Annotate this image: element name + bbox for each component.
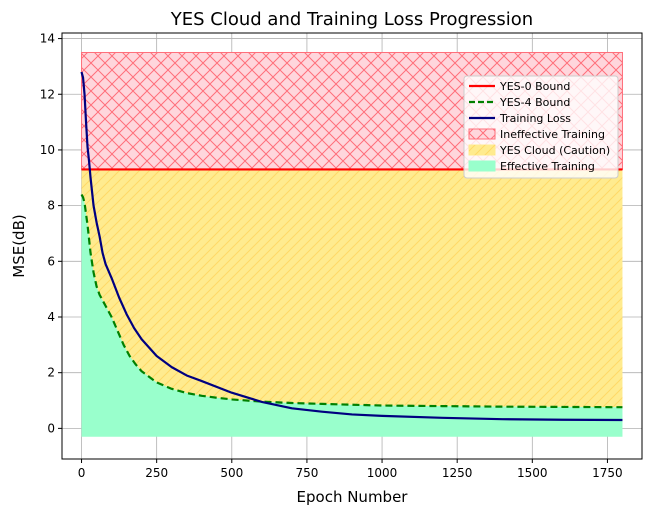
region-effective-training	[81, 194, 623, 437]
legend-label-training-loss: Training Loss	[499, 112, 571, 125]
legend-label-yes-cloud-caution: YES Cloud (Caution)	[499, 144, 610, 157]
legend-label-effective-training: Effective Training	[500, 160, 595, 173]
x-tick-label: 0	[78, 466, 86, 480]
series-yes4-bound	[80, 193, 623, 409]
x-tick-label: 500	[220, 466, 243, 480]
y-tick-label: 2	[47, 366, 55, 380]
region-yes-cloud-caution-hatch	[81, 169, 623, 408]
legend-swatch-hatch-yes-cloud-caution	[469, 145, 495, 155]
x-tick-label: 1500	[517, 466, 548, 480]
y-axis-label: MSE(dB)	[10, 214, 28, 277]
legend-label-yes-4-bound: YES-4 Bound	[499, 96, 570, 109]
legend-label-ineffective-training: Ineffective Training	[500, 128, 605, 141]
x-tick-label: 1750	[592, 466, 623, 480]
legend-label-yes-0-bound: YES-0 Bound	[499, 80, 570, 93]
y-tick-label: 0	[47, 421, 55, 435]
legend-box	[463, 75, 619, 179]
y-tick-label: 10	[40, 143, 55, 157]
x-axis-ticks: 0 250 500 750 1000 1250 1500 1750	[78, 459, 623, 480]
x-tick-label: 1000	[367, 466, 398, 480]
x-tick-label: 1250	[442, 466, 473, 480]
legend-swatch-hatch-ineffective-training	[469, 129, 495, 139]
y-axis-ticks: 0 2 4 6 8 10 12 14	[40, 32, 62, 435]
x-tick-label: 250	[145, 466, 168, 480]
x-tick-label: 750	[295, 466, 318, 480]
chart-title: YES Cloud and Training Loss Progression	[170, 9, 533, 30]
plot-frame	[61, 32, 643, 460]
x-axis-label: Epoch Number	[297, 488, 409, 506]
y-tick-label: 14	[40, 32, 55, 46]
y-tick-label: 4	[47, 310, 55, 324]
series-training-loss	[80, 71, 623, 422]
chart-legend: YES-0 Bound YES-4 Bound Training Loss Ineff…	[463, 75, 619, 179]
legend-swatch-effective-training	[468, 160, 496, 172]
y-tick-label: 6	[47, 254, 55, 268]
y-tick-label: 12	[40, 87, 55, 101]
y-tick-label: 8	[47, 199, 55, 213]
